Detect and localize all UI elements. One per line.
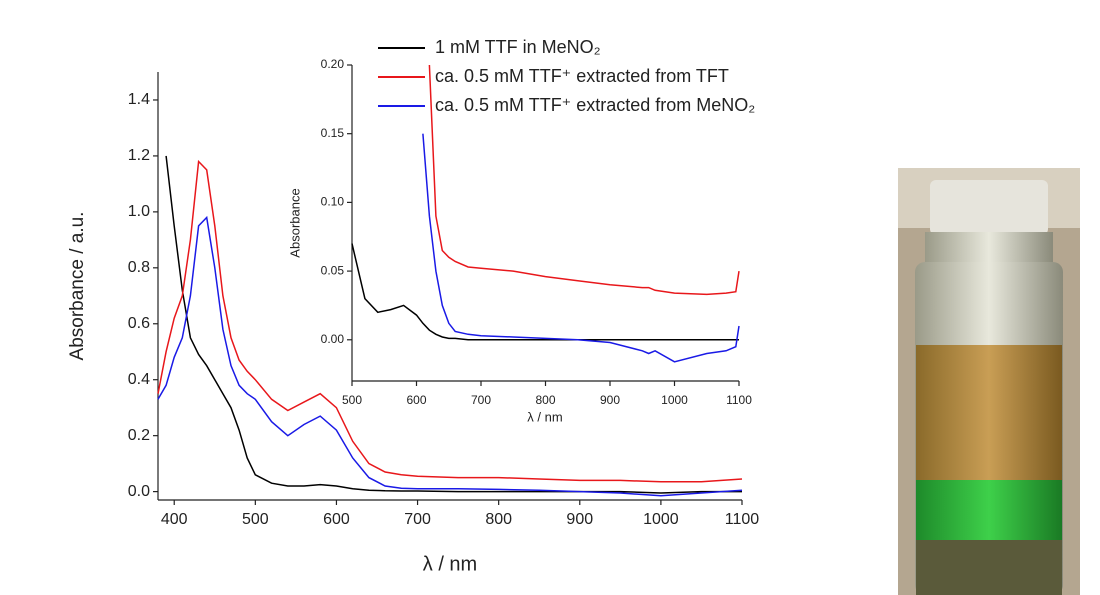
x-tick-label: 600 — [406, 393, 426, 407]
y-tick-label: 1.2 — [128, 147, 150, 164]
x-axis-label: λ / nm — [423, 553, 477, 575]
x-tick-label: 1100 — [725, 511, 760, 528]
y-tick-label: 1.4 — [128, 91, 150, 108]
x-tick-label: 800 — [485, 511, 512, 528]
legend-label: ca. 0.5 mM TTF⁺ extracted from TFT — [435, 66, 729, 86]
y-tick-label: 0.00 — [321, 332, 345, 346]
y-tick-label: 0.2 — [128, 427, 150, 444]
y-tick-label: 0.15 — [321, 126, 345, 140]
x-tick-label: 500 — [242, 511, 269, 528]
y-tick-label: 0.0 — [128, 483, 150, 500]
x-tick-label: 600 — [323, 511, 350, 528]
x-tick-label: 700 — [471, 393, 491, 407]
x-tick-label: 700 — [404, 511, 431, 528]
data-line — [428, 64, 740, 296]
x-tick-label: 400 — [161, 511, 188, 528]
y-axis-label: Absorbance — [287, 188, 302, 257]
x-tick-label: 1100 — [726, 393, 752, 407]
y-tick-label: 0.10 — [321, 195, 345, 209]
x-tick-label: 900 — [600, 393, 620, 407]
y-axis-label: Absorbance / a.u. — [67, 212, 88, 361]
legend-label: 1 mM TTF in MeNO₂ — [435, 37, 601, 57]
y-tick-label: 0.20 — [321, 57, 345, 71]
x-axis-label: λ / nm — [527, 409, 562, 424]
y-tick-label: 0.4 — [128, 371, 150, 388]
x-tick-label: 1000 — [661, 393, 688, 407]
data-line — [165, 155, 742, 494]
y-tick-label: 0.6 — [128, 315, 150, 332]
data-line — [351, 243, 739, 341]
y-tick-label: 0.05 — [321, 263, 345, 277]
data-line — [422, 133, 740, 363]
data-line — [157, 215, 743, 497]
x-tick-label: 800 — [535, 393, 555, 407]
photo — [898, 168, 1080, 595]
y-tick-label: 0.8 — [128, 259, 150, 276]
data-line — [157, 159, 743, 483]
x-tick-label: 500 — [342, 393, 362, 407]
x-tick-label: 1000 — [643, 511, 679, 528]
y-tick-label: 1.0 — [128, 203, 150, 220]
legend-label: ca. 0.5 mM TTF⁺ extracted from MeNO₂ — [435, 95, 755, 115]
x-tick-label: 900 — [566, 511, 593, 528]
